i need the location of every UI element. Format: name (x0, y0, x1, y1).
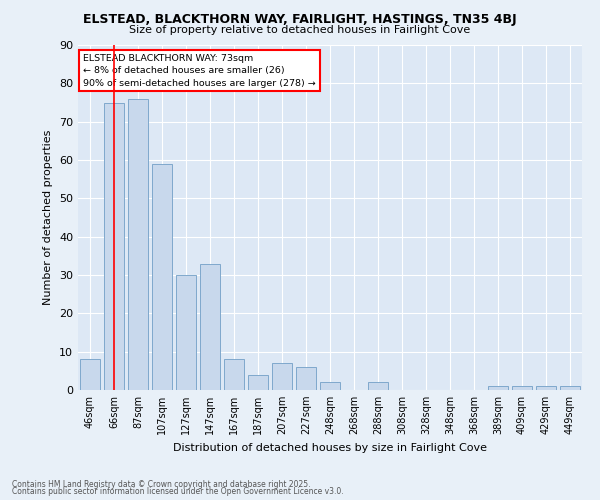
Bar (512, 386, 532, 390)
Bar (80, 360, 100, 390)
Bar (104, 102, 124, 390)
Text: ELSTEAD BLACKTHORN WAY: 73sqm
← 8% of detached houses are smaller (26)
90% of se: ELSTEAD BLACKTHORN WAY: 73sqm ← 8% of de… (83, 54, 316, 88)
Text: Contains public sector information licensed under the Open Government Licence v3: Contains public sector information licen… (12, 487, 344, 496)
Bar (296, 367, 316, 390)
Bar (128, 98, 148, 390)
Text: Contains HM Land Registry data © Crown copyright and database right 2025.: Contains HM Land Registry data © Crown c… (12, 480, 311, 489)
Bar (224, 360, 244, 390)
Bar (536, 386, 556, 390)
Y-axis label: Number of detached properties: Number of detached properties (43, 130, 53, 305)
Bar (176, 275, 196, 390)
Bar (320, 382, 340, 390)
Bar (560, 386, 580, 390)
Text: Size of property relative to detached houses in Fairlight Cove: Size of property relative to detached ho… (130, 25, 470, 35)
Bar (368, 382, 388, 390)
Bar (152, 164, 172, 390)
Text: ELSTEAD, BLACKTHORN WAY, FAIRLIGHT, HASTINGS, TN35 4BJ: ELSTEAD, BLACKTHORN WAY, FAIRLIGHT, HAST… (83, 12, 517, 26)
Bar (272, 363, 292, 390)
Bar (248, 374, 268, 390)
Bar (488, 386, 508, 390)
X-axis label: Distribution of detached houses by size in Fairlight Cove: Distribution of detached houses by size … (173, 442, 487, 452)
Bar (200, 264, 220, 390)
